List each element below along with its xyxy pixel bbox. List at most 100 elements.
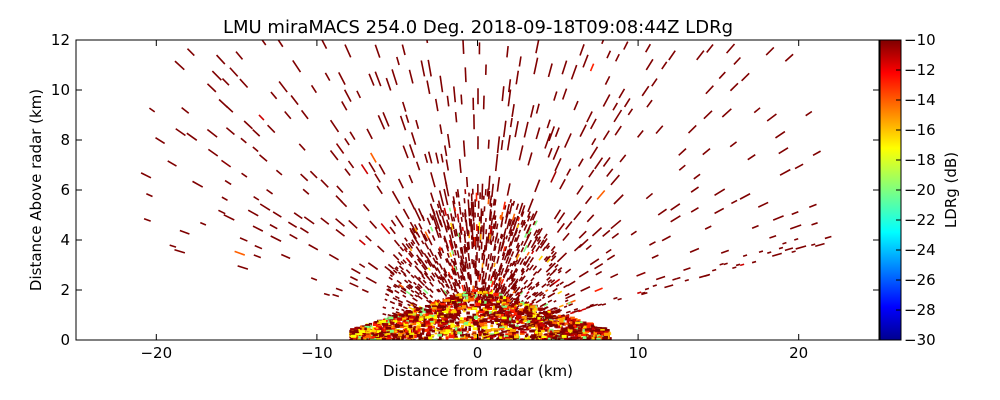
ldr-gate [507,283,512,288]
ldr-clutter-cell [472,321,478,325]
ldr-clutter-cell [390,321,395,325]
ldr-clutter-cell [405,335,411,338]
ldr-gate [456,271,461,279]
ldr-gate [462,2,463,17]
ldr-gate [376,185,383,195]
ldr-gate [439,75,444,93]
ldr-clutter-cell [566,317,571,322]
ldr-clutter-cell [420,323,426,327]
ldr-gate [494,282,498,289]
ldr-gate [555,308,561,312]
ldr-gate [537,227,543,236]
ldr-gate [450,222,454,230]
ldr-clutter-cell [468,324,475,328]
ldr-gate [396,56,400,66]
ldr-clutter-cell [490,312,496,316]
ldr-clutter-cell [426,331,431,335]
ldr-clutter-cell [445,307,450,311]
ldr-gate [243,120,254,130]
ldr-gate [186,48,195,57]
ldr-gate [493,255,496,263]
ldr-gate [324,72,331,82]
ldr-clutter-cell [507,306,511,309]
ldr-clutter-cell [415,319,422,323]
ldr-gate [649,241,656,246]
ldr-gate [778,246,784,250]
ldr-gate [443,145,448,157]
ldr-gate [547,147,553,158]
ldr-gate [499,233,503,239]
ldr-gate [553,299,557,303]
ldr-gate [458,232,462,240]
ldr-gate [453,281,457,287]
ldr-gate [753,107,761,114]
ldr-clutter-cell [582,329,585,333]
ldr-clutter-cell [432,314,439,317]
ldr-clutter-cell [391,314,395,318]
ldr-clutter-cell [525,326,530,331]
ldr-gate [394,289,400,294]
ldr-clutter-cell [479,338,484,340]
ldr-gate [495,273,499,280]
ldr-clutter-cell [392,314,398,319]
ldr-gate [387,313,392,317]
ldr-gate [321,40,328,50]
ldr-clutter-cell [366,338,370,340]
ldr-gate [505,249,510,257]
ldr-gate [522,260,526,265]
ldr-clutter-cell [577,329,582,332]
ldr-clutter-cell [572,331,579,334]
ldr-clutter-cell [509,320,514,324]
ldr-gate [767,251,772,254]
colorbar-tick-label: −18 [904,151,936,169]
ldr-clutter-cell [576,332,583,335]
ldr-gate [534,233,539,239]
ldr-clutter-cell [454,298,459,302]
ldr-clutter-cell [517,320,523,324]
ldr-gate [520,205,526,216]
ldr-gate [805,110,813,117]
ldr-gate [362,203,370,212]
ldr-gate [610,174,620,186]
ldr-clutter-cell [474,338,479,340]
ldr-gate [419,291,423,296]
ldr-clutter-cell [490,311,494,314]
ldr-gate [386,285,392,289]
ldr-gate [531,291,537,296]
ldr-gate [423,272,430,279]
ldr-gate [462,40,465,54]
ldr-clutter-cell [501,318,505,321]
ldr-gate [451,250,454,255]
ldr-clutter-cell [434,321,441,324]
ldr-gate [458,279,461,285]
ldr-clutter-cell [503,297,510,301]
ldr-gate [493,220,497,230]
ldr-gate [711,268,717,272]
ldr-gate [511,260,515,267]
ldr-clutter-cell [542,308,546,311]
ldr-gate [508,219,513,227]
ldr-gate [623,98,631,108]
ldr-clutter-cell [604,331,609,335]
ldr-gate [579,44,585,56]
ldr-clutter-cell [426,336,433,340]
ldr-clutter-cell [482,288,486,292]
ldr-gate [442,325,446,328]
ldr-gate [447,222,451,229]
ldr-clutter-cell [569,337,573,340]
ldr-gate [393,239,401,247]
ldr-gate [594,287,603,293]
ldr-clutter-cell [350,334,357,338]
ldr-clutter-cell [531,318,535,323]
ldr-clutter-cell [557,316,562,321]
ldr-clutter-cell [459,327,464,330]
ldr-clutter-cell [475,297,480,301]
ldr-gate [442,269,448,277]
ldr-gate [534,320,539,324]
ldr-clutter-cell [499,306,503,310]
ldr-gate [498,276,503,283]
ldr-clutter-cell [499,326,505,329]
ldr-clutter-cell [518,303,523,306]
x-tick-label: 20 [789,344,808,362]
